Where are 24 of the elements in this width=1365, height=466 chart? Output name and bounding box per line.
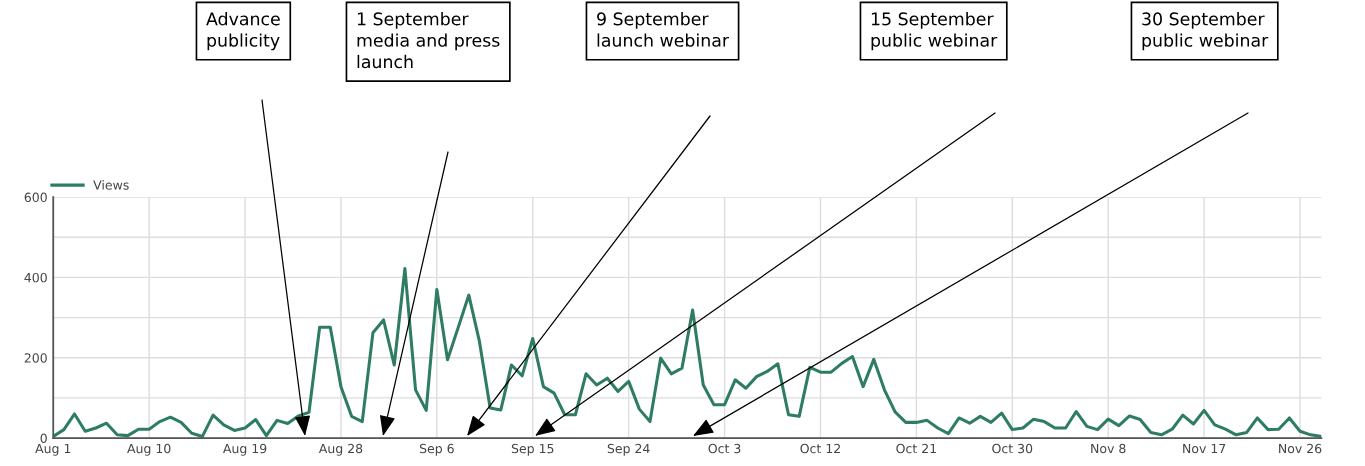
x-tick-label: Aug 1: [35, 443, 71, 456]
text: 1 September media and press launch: [357, 12, 500, 69]
text: 30 September public webinar: [1142, 12, 1269, 51]
x-tick-label: Oct 12: [800, 443, 840, 454]
x-tick-label: Oct 30: [992, 443, 1033, 454]
y-tick-label: 400: [24, 272, 47, 283]
x-tick-label: Sep 6: [419, 443, 454, 456]
y-tick-label: 200: [24, 353, 47, 363]
x-tick-label: Aug 10: [127, 443, 171, 456]
x-tick-label: Sep 15: [511, 443, 554, 456]
x-tick-label: Aug 19: [223, 443, 267, 456]
y-tick-label: 0: [40, 433, 47, 443]
text: 15 September public webinar: [871, 12, 998, 51]
y-tick-label: 600: [24, 192, 47, 203]
x-tick-label: Oct 3: [708, 443, 741, 454]
x-tick-label: Sep 24: [607, 443, 650, 456]
x-tick-label: Oct 21: [896, 443, 936, 454]
x-tick-label: Nov 8: [1091, 443, 1126, 454]
text: 9 September launch webinar: [597, 12, 730, 47]
x-tick-label: Nov 17: [1183, 443, 1226, 454]
x-tick-label: Aug 28: [318, 443, 363, 456]
legend-label: Views: [93, 180, 129, 190]
x-tick-label: Nov 26: [1279, 443, 1322, 454]
text: Advance publicity: [206, 12, 280, 51]
